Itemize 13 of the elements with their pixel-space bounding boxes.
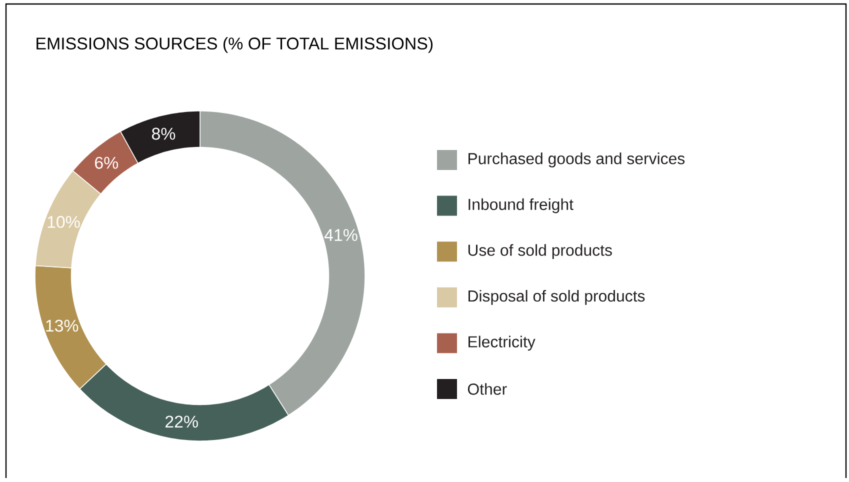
- data-label: 22%: [166, 416, 198, 428]
- legend-label: Inbound freight: [468, 198, 574, 214]
- legend-label: Purchased goods and services: [468, 152, 685, 168]
- data-label: 13%: [46, 320, 78, 332]
- data-label: 8%: [152, 128, 176, 140]
- legend-label: Other: [468, 383, 507, 395]
- legend-label: Use of sold products: [468, 244, 612, 260]
- data-label: 10%: [48, 216, 80, 228]
- data-label: 6%: [95, 156, 118, 169]
- legend-label: Electricity: [468, 336, 536, 351]
- chart-title: EMISSIONS SOURCES (% OF TOTAL EMISSIONS): [36, 37, 433, 53]
- legend-label: Disposal of sold products: [468, 290, 645, 305]
- data-label: 41%: [324, 229, 358, 241]
